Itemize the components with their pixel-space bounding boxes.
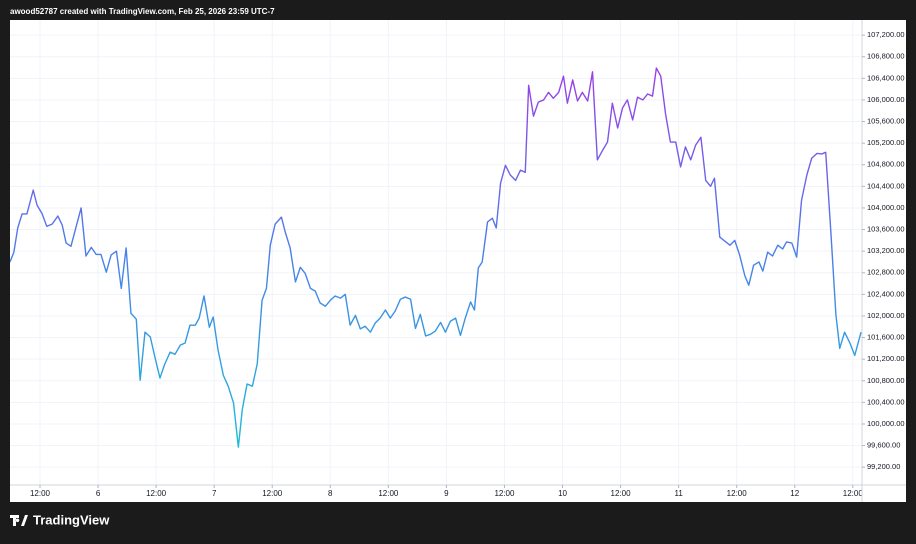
header-text: awood52787 created with TradingView.com,… <box>10 7 275 16</box>
x-tick-label: 12:00 <box>611 489 632 498</box>
logo-icon <box>10 515 28 526</box>
y-tick-label: 103,600.00 <box>867 225 905 234</box>
brand-name: TradingView <box>33 512 110 527</box>
x-tick-label: 12:00 <box>146 489 167 498</box>
y-tick-label: 106,400.00 <box>867 73 905 82</box>
y-tick-label: 106,800.00 <box>867 52 905 61</box>
x-tick-label: 12:00 <box>30 489 51 498</box>
y-tick-label: 100,400.00 <box>867 397 905 406</box>
x-tick-label: 6 <box>96 489 101 498</box>
y-tick-label: 104,000.00 <box>867 203 905 212</box>
y-tick-label: 105,600.00 <box>867 117 905 126</box>
y-tick-label: 100,000.00 <box>867 419 905 428</box>
x-tick-label: 12:00 <box>727 489 748 498</box>
chart-area <box>10 20 906 502</box>
y-tick-label: 102,400.00 <box>867 289 905 298</box>
y-tick-label: 99,200.00 <box>867 462 900 471</box>
x-tick-label: 12:00 <box>843 489 864 498</box>
axes: 99,200.00 99,600.00 100,000.00 100,400.00 10… <box>39 30 905 488</box>
y-tick-label: 104,800.00 <box>867 160 905 169</box>
grid <box>10 20 862 485</box>
y-tick-label: 100,800.00 <box>867 376 905 385</box>
y-tick-label: 102,000.00 <box>867 311 905 320</box>
x-tick-label: 12 <box>790 489 799 498</box>
x-tick-label: 9 <box>444 489 449 498</box>
x-tick-label: 12:00 <box>378 489 399 498</box>
y-tick-label: 106,000.00 <box>867 95 905 104</box>
y-tick-label: 104,400.00 <box>867 181 905 190</box>
x-tick-label: 12:00 <box>494 489 515 498</box>
y-tick-label: 105,200.00 <box>867 138 905 147</box>
x-tick-label: 7 <box>212 489 217 498</box>
y-tick-label: 99,600.00 <box>867 441 900 450</box>
y-tick-label: 103,200.00 <box>867 246 905 255</box>
x-tick-label: 8 <box>328 489 333 498</box>
x-tick-label: 10 <box>558 489 567 498</box>
y-tick-label: 101,600.00 <box>867 333 905 342</box>
y-tick-label: 102,800.00 <box>867 268 905 277</box>
x-tick-label: 12:00 <box>262 489 283 498</box>
plot: 12:00 6 12:00 7 12:00 8 12:00 9 12:00 10 12:00 11 12… <box>10 67 864 498</box>
price-line <box>10 67 862 448</box>
y-tick-label: 101,200.00 <box>867 354 905 363</box>
x-tick-label: 11 <box>674 489 683 498</box>
logo <box>10 515 28 526</box>
y-tick-label: 107,200.00 <box>867 30 905 39</box>
